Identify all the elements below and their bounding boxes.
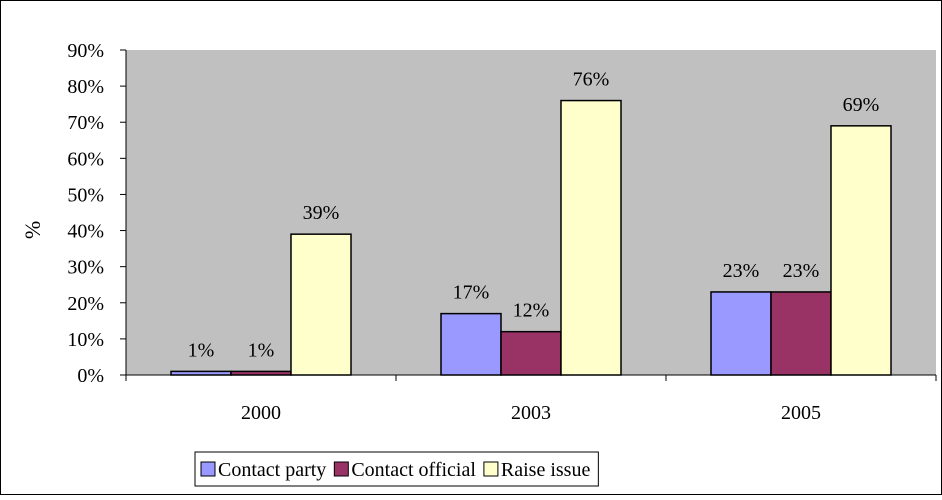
bar xyxy=(770,291,832,376)
legend: Contact party Contact official Raise issue xyxy=(194,451,599,487)
data-label: 39% xyxy=(303,202,340,224)
bar xyxy=(290,233,352,376)
data-label: 23% xyxy=(783,260,820,282)
bar xyxy=(560,99,622,376)
x-tick-label: 2005 xyxy=(781,402,821,424)
legend-swatch xyxy=(483,461,499,477)
legend-label: Contact party xyxy=(218,459,326,481)
y-tick-label: 50% xyxy=(67,184,104,206)
data-label: 76% xyxy=(573,69,610,91)
legend-frame xyxy=(194,451,599,487)
data-label: 1% xyxy=(188,339,215,361)
y-tick-label: 80% xyxy=(67,76,104,98)
y-tick-label: 90% xyxy=(67,40,104,62)
legend-swatch xyxy=(200,461,216,477)
y-tick-label: 70% xyxy=(67,112,104,134)
bar xyxy=(830,125,892,376)
x-tick-label: 2000 xyxy=(241,402,281,424)
data-label: 69% xyxy=(843,94,880,116)
data-label: 1% xyxy=(248,339,275,361)
y-tick-label: 10% xyxy=(67,329,104,351)
bar xyxy=(440,312,502,376)
y-axis-title: % xyxy=(20,221,45,239)
bar xyxy=(710,291,772,376)
y-tick-label: 40% xyxy=(67,221,104,243)
data-label: 17% xyxy=(453,282,490,304)
y-tick-label: 30% xyxy=(67,257,104,279)
bar xyxy=(500,330,562,376)
data-label: 12% xyxy=(513,300,550,322)
bars-group xyxy=(170,99,892,376)
legend-label: Contact official xyxy=(351,459,476,481)
axes-group: 0% 10% 20% 30% 40% 50% 60% 70% 80% 90% 2000 2003 200… xyxy=(67,40,937,424)
bar xyxy=(170,370,232,376)
legend-swatch xyxy=(333,461,349,477)
y-tick-label: 60% xyxy=(67,148,104,170)
y-tick-label: 0% xyxy=(77,365,104,387)
y-tick-label: 20% xyxy=(67,293,104,315)
legend-label: Raise issue xyxy=(501,459,591,481)
data-label: 23% xyxy=(723,260,760,282)
x-tick-label: 2003 xyxy=(511,402,551,424)
bar xyxy=(230,370,292,376)
data-labels-group: 1% 1% 39% 17% 12% 76% 23% 23% 69% xyxy=(188,69,880,362)
